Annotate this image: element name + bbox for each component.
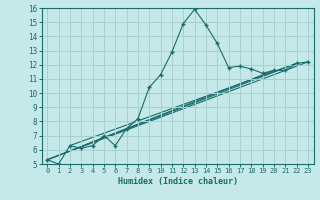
X-axis label: Humidex (Indice chaleur): Humidex (Indice chaleur) bbox=[118, 177, 237, 186]
